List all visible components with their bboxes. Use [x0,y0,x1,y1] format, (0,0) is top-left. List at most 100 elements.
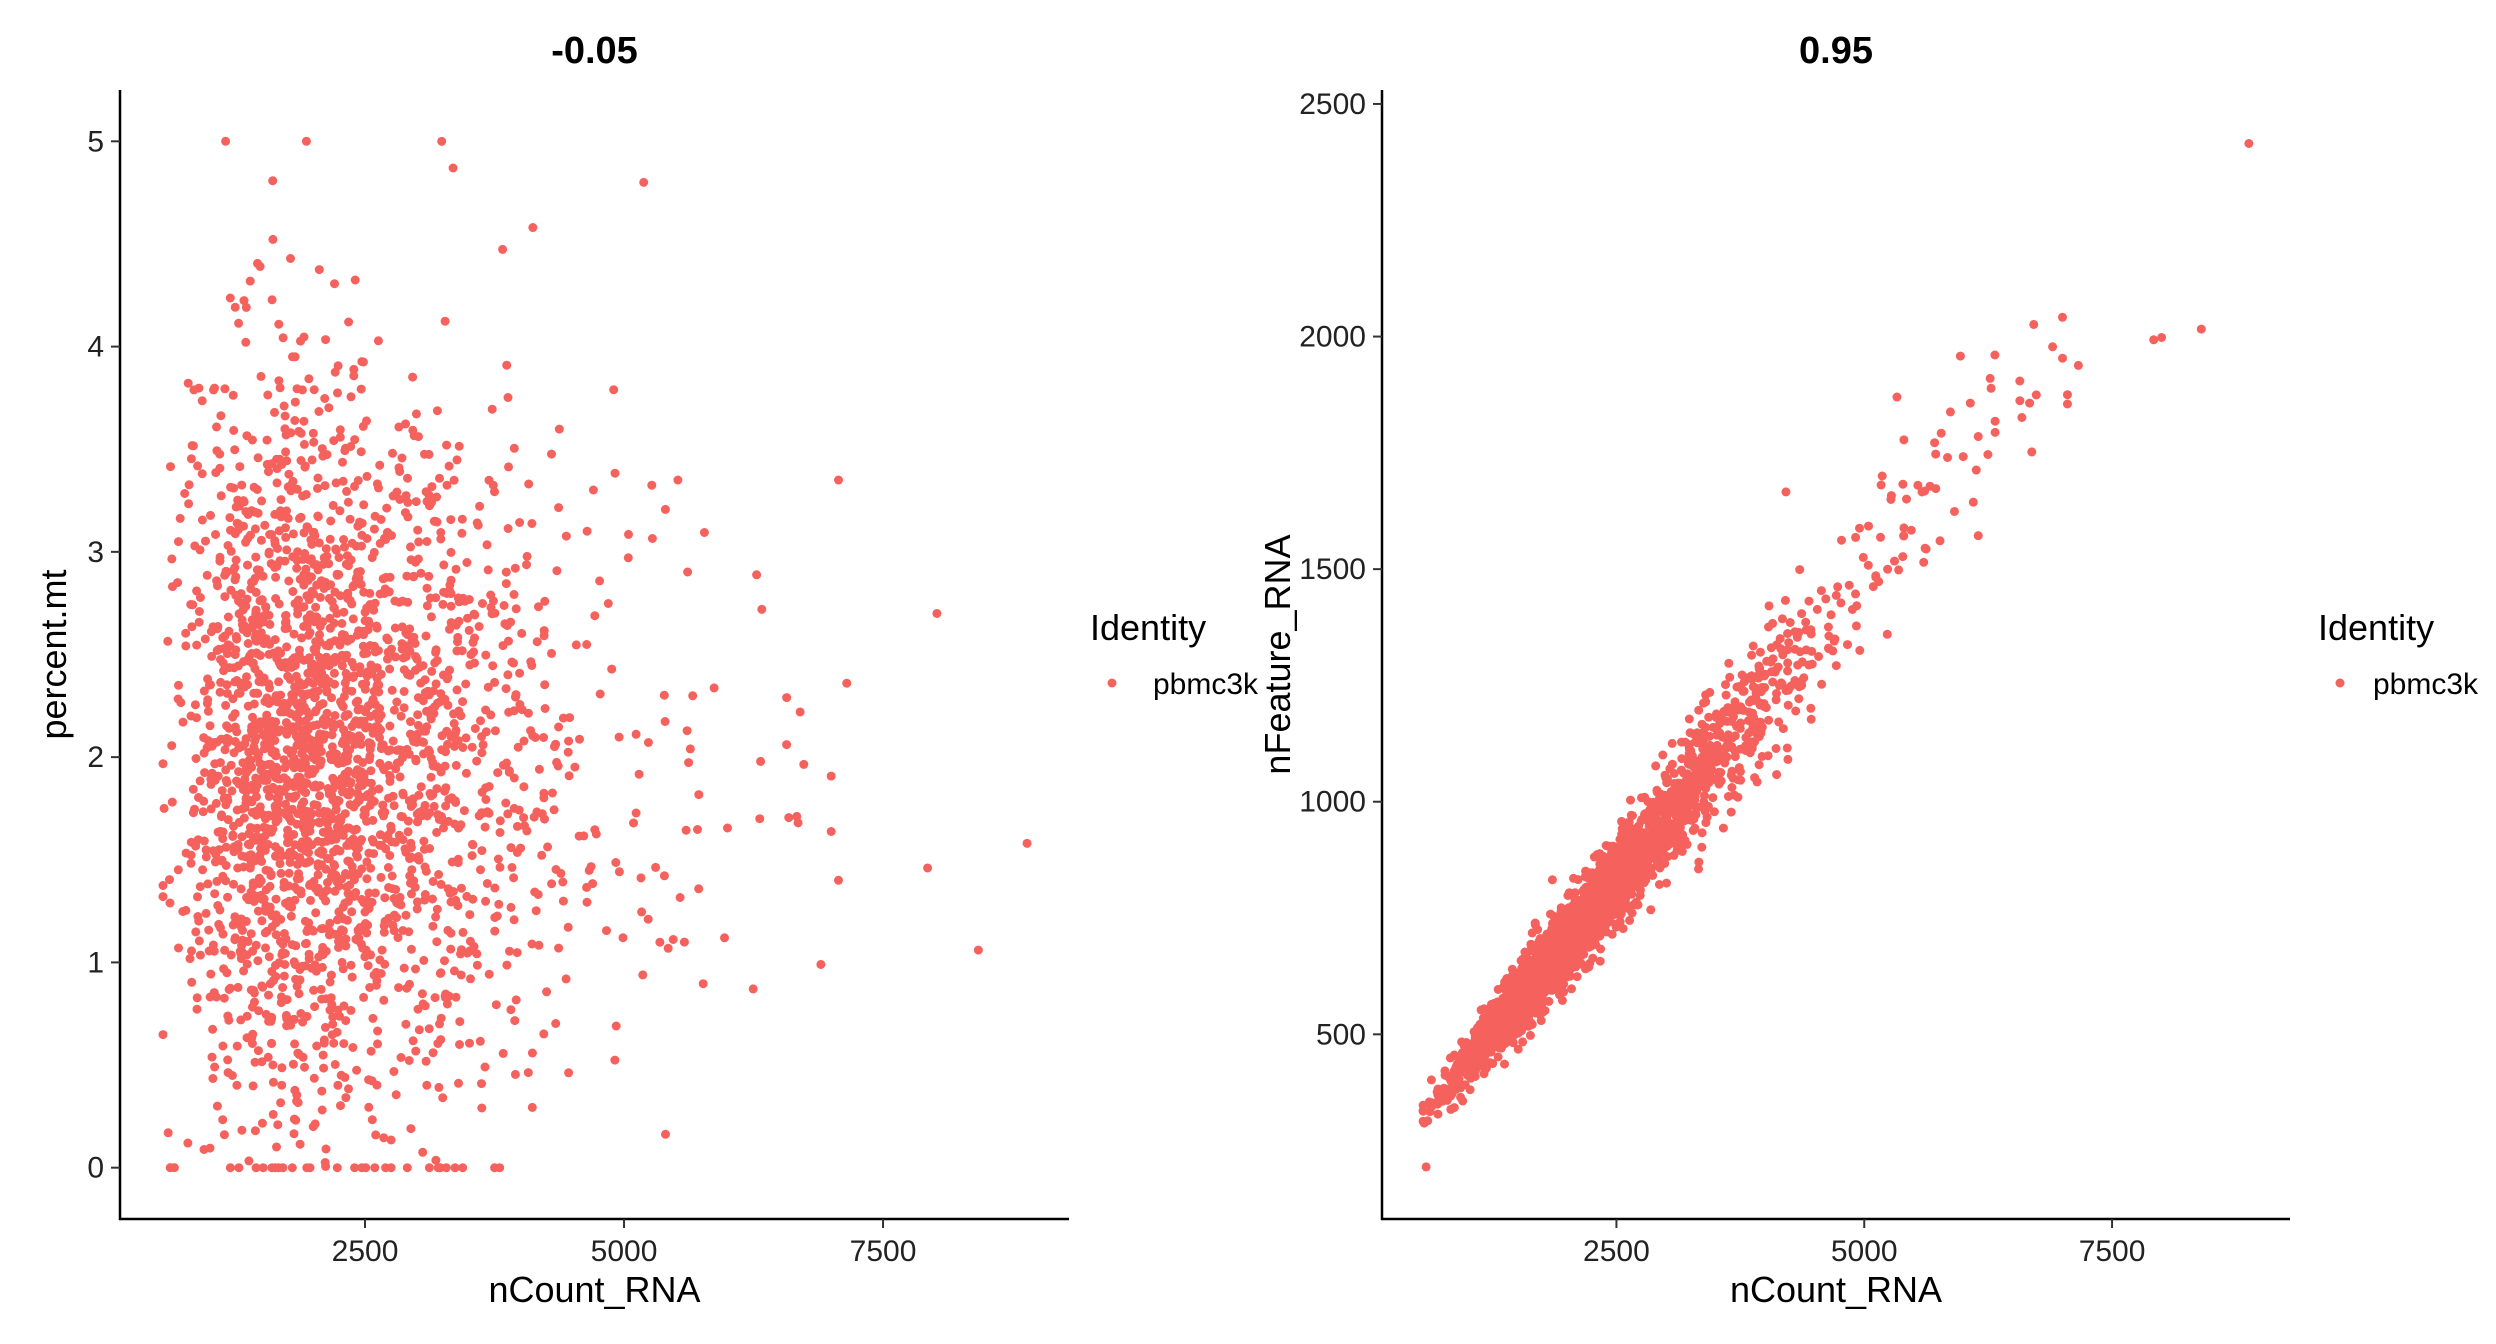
data-point [755,814,765,824]
data-point [298,554,308,564]
data-point [388,791,398,801]
data-point [472,960,482,970]
data-point [1699,698,1708,708]
data-point [394,422,404,432]
data-point [199,836,209,846]
data-point [411,756,421,766]
data-point [325,918,335,928]
data-point [277,1063,287,1073]
data-point [1649,846,1659,856]
data-point [281,447,291,457]
data-point [481,795,491,804]
data-point [315,652,324,662]
data-point [306,742,316,752]
data-point [554,943,564,953]
data-point [441,747,450,757]
data-point [279,882,289,892]
data-point [317,1086,327,1096]
data-point [1468,1042,1478,1052]
data-point [513,742,523,752]
data-point [1620,892,1630,902]
data-point [395,757,404,767]
data-point [571,640,581,650]
data-point [324,854,334,864]
data-point [436,534,446,544]
data-point [457,514,467,524]
x-tick-label: 7500 [850,1235,917,1268]
data-point [506,843,516,853]
data-point [356,733,366,743]
data-point [1784,638,1794,648]
data-point [307,963,317,973]
data-point [344,317,354,327]
data-point [1774,717,1784,727]
data-point [375,460,385,470]
data-point [282,545,292,555]
data-point [1777,614,1787,624]
data-point [188,600,198,610]
data-point [1646,905,1656,915]
data-point [180,489,190,498]
legend-label: pbmc3k [1153,668,1259,701]
data-point [219,993,229,1003]
data-point [461,733,471,743]
data-point [276,998,286,1008]
data-point [443,925,453,935]
data-point [216,491,226,501]
data-point [232,1041,242,1051]
data-point [451,760,461,770]
data-point [590,611,600,621]
data-point [158,1030,168,1040]
data-point [636,873,646,883]
data-point [206,510,215,520]
data-point [241,916,251,926]
data-point [481,727,491,737]
data-point [455,1040,464,1049]
data-point [183,1138,193,1148]
data-point [1755,717,1765,727]
data-point [312,1041,322,1051]
data-point [432,827,442,837]
data-point [470,724,480,733]
data-point [1894,565,1904,575]
data-point [210,1062,220,1072]
data-point [268,176,278,186]
data-point [406,542,415,552]
data-point [694,790,704,800]
data-point [426,772,436,782]
data-point [279,755,289,765]
data-point [430,993,440,1003]
data-point [1445,1053,1455,1063]
data-point [199,686,209,696]
data-point [512,948,522,958]
data-point [368,728,378,738]
data-point [195,882,205,892]
data-point [373,1039,382,1049]
data-point [279,929,289,938]
data-point [522,826,532,836]
data-point [1595,956,1605,966]
data-point [331,478,341,488]
data-point [259,839,269,849]
data-point [421,1056,431,1066]
data-point [1692,786,1702,796]
data-point [308,1122,318,1132]
data-point [241,302,251,312]
data-point [338,476,348,486]
data-point [411,557,420,567]
data-point [293,859,302,869]
data-point [503,524,513,533]
data-point [428,921,438,931]
data-point [1766,643,1776,653]
data-point [2015,376,2025,386]
data-point [1651,761,1661,771]
data-point [360,616,370,626]
data-point [467,851,477,861]
data-point [254,724,264,734]
data-point [584,865,594,875]
data-point [282,642,292,652]
data-point [1433,1084,1443,1094]
data-point [167,741,177,751]
data-point [1785,618,1795,627]
data-point [242,1011,252,1021]
